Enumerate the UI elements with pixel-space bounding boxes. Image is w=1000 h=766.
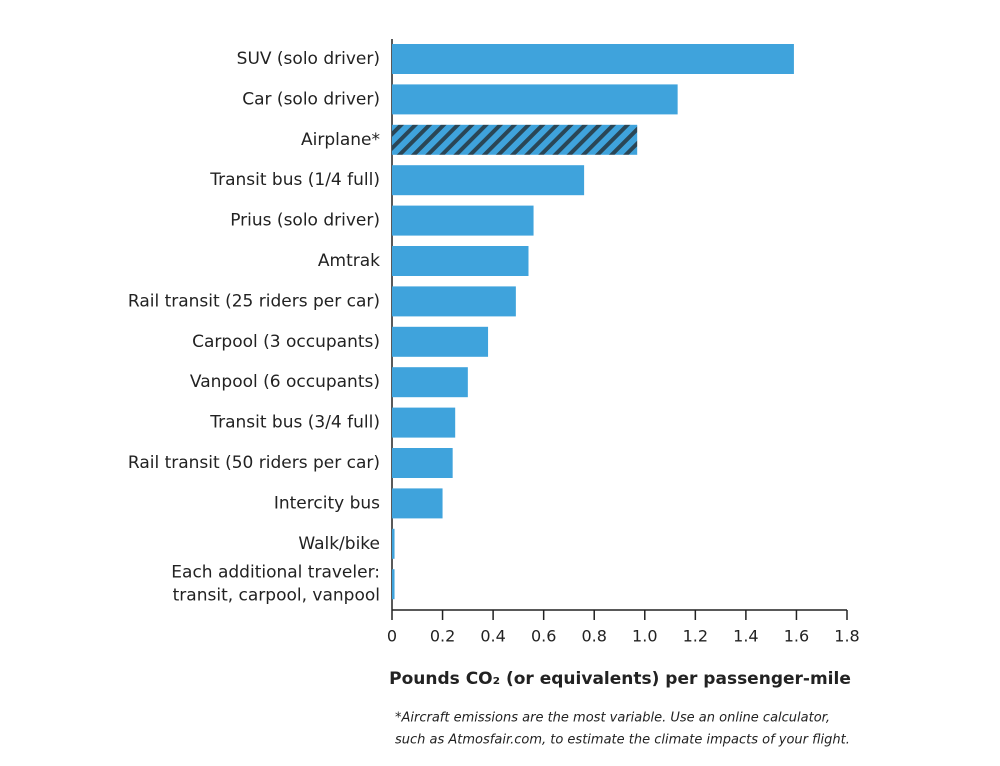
bar: [392, 407, 456, 438]
x-tick-label: 1.0: [632, 627, 657, 646]
x-tick-label: 1.6: [784, 627, 809, 646]
y-tick-label: Intercity bus: [274, 493, 380, 513]
footnote: *Aircraft emissions are the most variabl…: [395, 711, 830, 726]
y-tick-label: SUV (solo driver): [237, 49, 380, 69]
x-tick-label: 1.8: [834, 627, 859, 646]
bar: [392, 205, 534, 236]
y-tick-label: Walk/bike: [298, 534, 380, 554]
x-axis-label: Pounds CO₂ (or equivalents) per passenge…: [389, 669, 851, 689]
y-tick-label: Amtrak: [318, 251, 380, 271]
footnote: such as Atmosfair.com, to estimate the c…: [395, 733, 850, 748]
bar: [392, 246, 529, 276]
x-tick-label: 0: [387, 627, 397, 646]
y-tick-label: Transit bus (3/4 full): [209, 413, 380, 433]
y-tick-label: Airplane*: [301, 130, 380, 150]
bar: [392, 44, 794, 74]
x-tick-label: 1.2: [683, 627, 708, 646]
bar: [392, 84, 678, 115]
y-tick-label: Rail transit (25 riders per car): [128, 291, 380, 311]
y-tick-label: Rail transit (50 riders per car): [128, 453, 380, 473]
bar: [392, 286, 516, 317]
bar: [392, 569, 395, 600]
bar: [392, 528, 395, 559]
x-tick-label: 0.4: [480, 627, 505, 646]
y-tick-label: Each additional traveler: transit, carpoo…: [171, 563, 380, 606]
y-tick-label: Prius (solo driver): [230, 211, 380, 231]
bar: [392, 165, 585, 196]
y-tick-label: Transit bus (1/4 full): [209, 170, 380, 190]
bar: [392, 448, 453, 478]
bar: [392, 367, 468, 398]
y-tick-label: Carpool (3 occupants): [192, 332, 380, 352]
bar: [392, 124, 638, 155]
x-tick-label: 1.4: [733, 627, 758, 646]
bar: [392, 326, 489, 357]
x-tick-label: 0.8: [581, 627, 606, 646]
bar: [392, 488, 443, 519]
x-tick-label: 0.2: [430, 627, 455, 646]
y-tick-label: Car (solo driver): [242, 89, 380, 109]
x-tick-label: 0.6: [531, 627, 556, 646]
y-tick-label: Vanpool (6 occupants): [190, 372, 380, 392]
